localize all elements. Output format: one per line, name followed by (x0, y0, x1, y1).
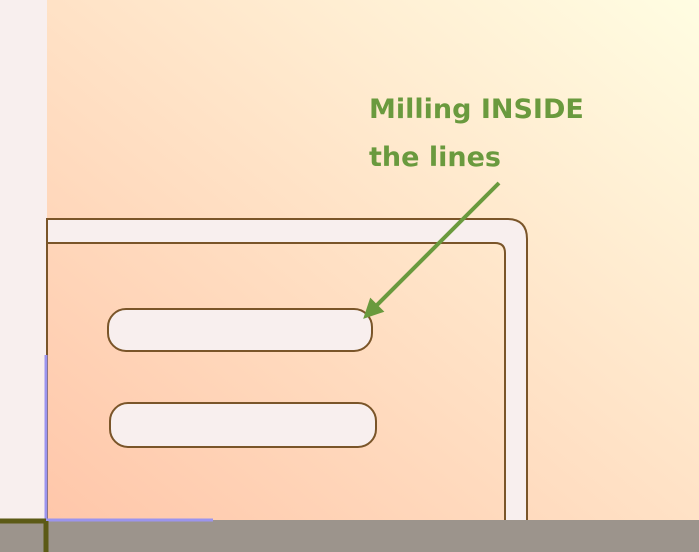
callout-arrow (363, 181, 501, 319)
slot-cutout-1 (107, 308, 373, 352)
slot-cutout-2 (109, 402, 377, 448)
outer-contour-channel (46, 218, 528, 552)
machine-bed (0, 520, 699, 552)
left-cut-strip (0, 0, 47, 552)
